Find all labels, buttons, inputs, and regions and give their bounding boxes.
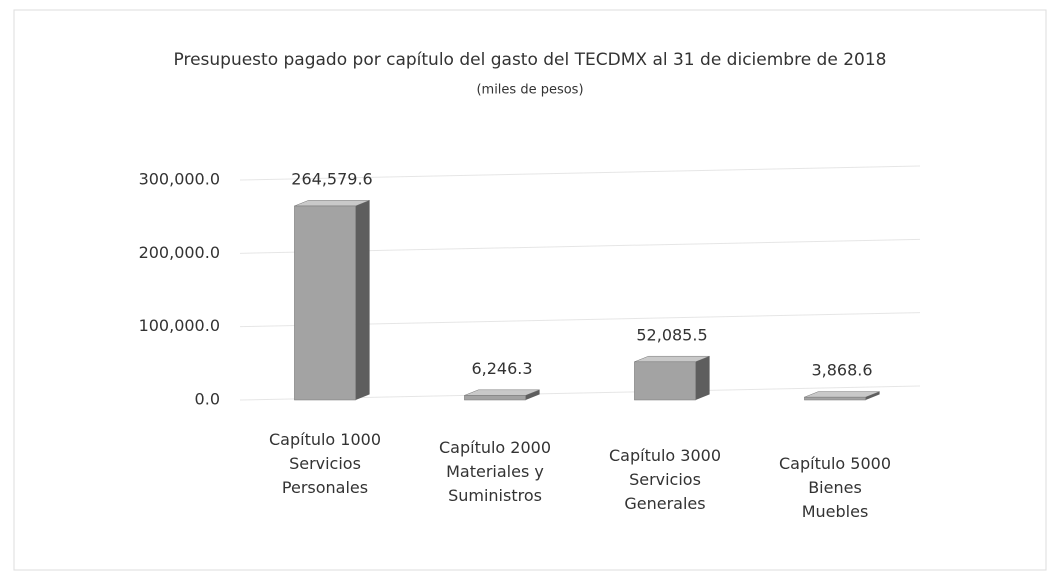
bar-side bbox=[695, 356, 710, 400]
y-tick-label: 300,000.0 bbox=[139, 170, 220, 189]
bar-side bbox=[525, 389, 540, 400]
data-label: 6,246.3 bbox=[471, 359, 532, 378]
bar bbox=[464, 389, 540, 401]
data-label: 264,579.6 bbox=[291, 169, 372, 188]
bar-front bbox=[294, 205, 356, 401]
bar bbox=[294, 200, 370, 401]
chart-subtitle: (miles de pesos) bbox=[476, 83, 583, 98]
y-tick-label: 0.0 bbox=[195, 390, 220, 409]
x-tick-label: Capítulo 1000 Servicios Personales bbox=[268, 430, 382, 497]
grid-line bbox=[239, 165, 921, 181]
data-label: 3,868.6 bbox=[811, 361, 872, 380]
x-tick-label: Capítulo 2000 Materiales y Suministros bbox=[438, 438, 552, 505]
bar-side bbox=[865, 391, 880, 400]
data-label: 52,085.5 bbox=[636, 325, 707, 344]
bar-front bbox=[464, 395, 526, 401]
bar-front bbox=[804, 396, 866, 401]
bar bbox=[804, 391, 880, 401]
y-tick-label: 200,000.0 bbox=[139, 243, 220, 262]
x-tick-label: Capítulo 5000 Bienes Muebles bbox=[778, 454, 892, 521]
bar bbox=[634, 355, 710, 401]
bar-side bbox=[355, 200, 370, 400]
chart-title: Presupuesto pagado por capítulo del gast… bbox=[174, 50, 887, 70]
frame bbox=[13, 9, 1047, 571]
y-tick-label: 100,000.0 bbox=[139, 316, 220, 335]
bar-front bbox=[634, 361, 696, 401]
x-tick-label: Capítulo 3000 Servicios Generales bbox=[608, 446, 722, 513]
